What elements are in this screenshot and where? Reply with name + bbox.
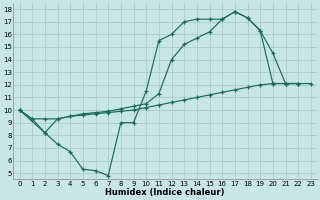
X-axis label: Humidex (Indice chaleur): Humidex (Indice chaleur) [106,188,225,197]
